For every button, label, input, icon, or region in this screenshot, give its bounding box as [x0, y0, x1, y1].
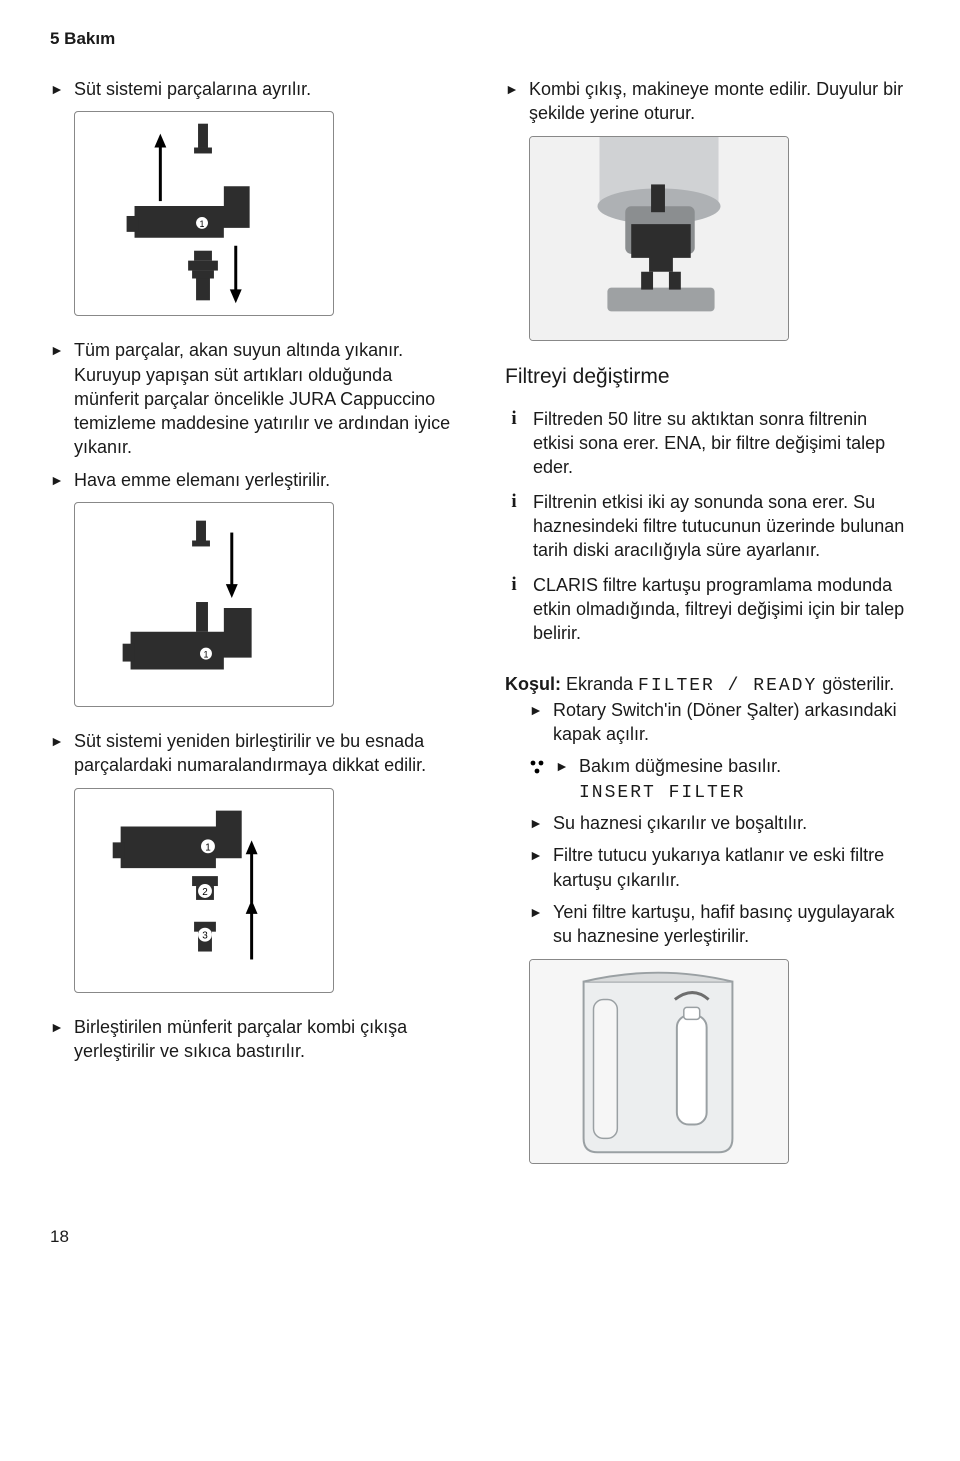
- svg-text:1: 1: [200, 219, 205, 229]
- step-text: Rotary Switch'in (Döner Şalter) arkasınd…: [553, 698, 910, 747]
- maintenance-icon: [529, 754, 547, 781]
- step-item: ► Tüm parçalar, akan suyun altında yıkan…: [50, 338, 455, 459]
- step-item: ► Süt sistemi yeniden birleştirilir ve b…: [50, 729, 455, 778]
- step-marker-icon: ►: [50, 338, 64, 361]
- step-item: ► Süt sistemi parçalarına ayrılır.: [50, 77, 455, 101]
- svg-text:1: 1: [204, 650, 209, 660]
- step-marker-icon: ►: [50, 77, 64, 100]
- step-text: Bakım düğmesine basılır.: [579, 754, 910, 778]
- two-column-layout: ► Süt sistemi parçalarına ayrılır. 1: [50, 77, 910, 1186]
- svg-text:1: 1: [205, 842, 211, 853]
- info-item: i CLARIS filtre kartuşu programlama modu…: [505, 573, 910, 646]
- figure-milk-parts-exploded: 1: [74, 111, 334, 316]
- figure-reassembly: 1 2 3: [74, 788, 334, 993]
- figure-attach-machine: [529, 136, 789, 341]
- procedure-steps: ► Rotary Switch'in (Döner Şalter) arkası…: [529, 698, 910, 949]
- step-marker-icon: ►: [505, 77, 519, 100]
- step-text: Tüm parçalar, akan suyun altında yıkanır…: [74, 338, 455, 459]
- step-item: ► Bakım düğmesine basılır.: [555, 754, 910, 778]
- step-marker-icon: ►: [529, 900, 543, 923]
- info-text: Filtrenin etkisi iki ay sonunda sona ere…: [533, 490, 910, 563]
- step-text: Filtre tutucu yukarıya katlanır ve eski …: [553, 843, 910, 892]
- step-text: Birleştirilen münferit parçalar kombi çı…: [74, 1015, 455, 1064]
- step-marker-icon: ►: [50, 468, 64, 491]
- page-number: 18: [50, 1226, 910, 1249]
- step-item: ► Yeni filtre kartuşu, hafif basınç uygu…: [529, 900, 910, 949]
- step-marker-icon: ►: [50, 729, 64, 752]
- step-item: ► Filtre tutucu yukarıya katlanır ve esk…: [529, 843, 910, 892]
- step-item: ► Hava emme elemanı yerleştirilir.: [50, 468, 455, 492]
- info-icon: i: [505, 407, 523, 431]
- step-text: Süt sistemi yeniden birleştirilir ve bu …: [74, 729, 455, 778]
- condition-label: Koşul:: [505, 674, 561, 694]
- info-text: Filtreden 50 litre su aktıktan sonra fil…: [533, 407, 910, 480]
- left-column: ► Süt sistemi parçalarına ayrılır. 1: [50, 77, 455, 1186]
- step-marker-icon: ►: [50, 1015, 64, 1038]
- figure-water-tank: [529, 959, 789, 1164]
- step-item: ► Kombi çıkış, makineye monte edilir. Du…: [505, 77, 910, 126]
- step-marker-icon: ►: [529, 811, 543, 834]
- info-icon: i: [505, 573, 523, 597]
- step-item: ► Su haznesi çıkarılır ve boşaltılır.: [529, 811, 910, 835]
- step-text: Süt sistemi parçalarına ayrılır.: [74, 77, 455, 101]
- display-text: FILTER / READY: [638, 676, 817, 696]
- svg-text:2: 2: [202, 887, 208, 898]
- right-column: ► Kombi çıkış, makineye monte edilir. Du…: [505, 77, 910, 1186]
- info-item: i Filtrenin etkisi iki ay sonunda sona e…: [505, 490, 910, 563]
- figure-air-element: 1: [74, 502, 334, 707]
- info-text: CLARIS filtre kartuşu programlama modund…: [533, 573, 910, 646]
- display-text: INSERT FILTER: [579, 781, 910, 805]
- svg-text:3: 3: [202, 930, 208, 941]
- info-icon: i: [505, 490, 523, 514]
- step-text: Hava emme elemanı yerleştirilir.: [74, 468, 455, 492]
- maintenance-step: ► Bakım düğmesine basılır. INSERT FILTER: [529, 754, 910, 811]
- step-marker-icon: ►: [555, 754, 569, 777]
- page-header: 5 Bakım: [50, 28, 910, 51]
- step-text: Kombi çıkış, makineye monte edilir. Duyu…: [529, 77, 910, 126]
- step-marker-icon: ►: [529, 698, 543, 721]
- condition-suffix: gösterilir.: [817, 674, 894, 694]
- step-marker-icon: ►: [529, 843, 543, 866]
- section-heading: Filtreyi değiştirme: [505, 363, 910, 391]
- condition-prefix: Ekranda: [561, 674, 638, 694]
- step-item: ► Rotary Switch'in (Döner Şalter) arkası…: [529, 698, 910, 747]
- step-text: Yeni filtre kartuşu, hafif basınç uygula…: [553, 900, 910, 949]
- info-item: i Filtreden 50 litre su aktıktan sonra f…: [505, 407, 910, 480]
- step-item: ► Birleştirilen münferit parçalar kombi …: [50, 1015, 455, 1064]
- step-text: Su haznesi çıkarılır ve boşaltılır.: [553, 811, 910, 835]
- condition-line: Koşul: Ekranda FILTER / READY gösterilir…: [505, 672, 910, 698]
